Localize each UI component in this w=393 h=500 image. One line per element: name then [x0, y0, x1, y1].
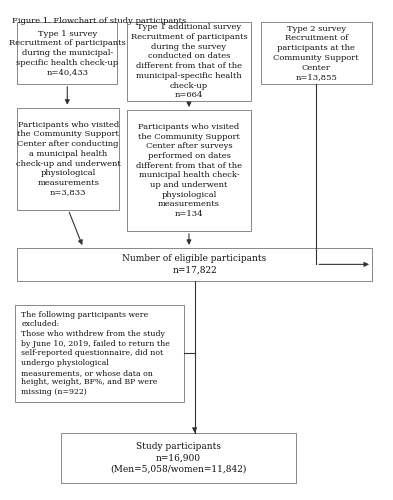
FancyBboxPatch shape	[15, 304, 184, 402]
Text: Study participants
n=16,900
(Men=5,058/women=11,842): Study participants n=16,900 (Men=5,058/w…	[110, 442, 247, 474]
Text: Participants who visited
the Community Support
Center after conducting
a municip: Participants who visited the Community S…	[16, 121, 121, 196]
FancyBboxPatch shape	[127, 22, 251, 101]
FancyBboxPatch shape	[61, 433, 296, 483]
FancyBboxPatch shape	[261, 22, 372, 84]
Text: Participants who visited
the Community Support
Center after surveys
performed on: Participants who visited the Community S…	[136, 123, 242, 218]
FancyBboxPatch shape	[127, 110, 251, 231]
FancyBboxPatch shape	[17, 108, 119, 210]
Text: Type 1 additional survey
Recruitment of participants
during the survey
conducted: Type 1 additional survey Recruitment of …	[130, 24, 247, 99]
FancyBboxPatch shape	[17, 248, 372, 281]
Text: Figure 1. Flowchart of study participants: Figure 1. Flowchart of study participant…	[12, 18, 186, 25]
Text: Type 2 survey
Recruitment of
participants at the
Community Support
Center
n=13,8: Type 2 survey Recruitment of participant…	[274, 25, 359, 81]
Text: The following participants were
excluded:
Those who withdrew from the study
by J: The following participants were excluded…	[22, 310, 170, 396]
FancyBboxPatch shape	[17, 22, 117, 84]
Text: Type 1 survey
Recruitment of participants
during the municipal-
specific health : Type 1 survey Recruitment of participant…	[9, 30, 126, 76]
Text: Number of eligible participants
n=17,822: Number of eligible participants n=17,822	[123, 254, 267, 274]
